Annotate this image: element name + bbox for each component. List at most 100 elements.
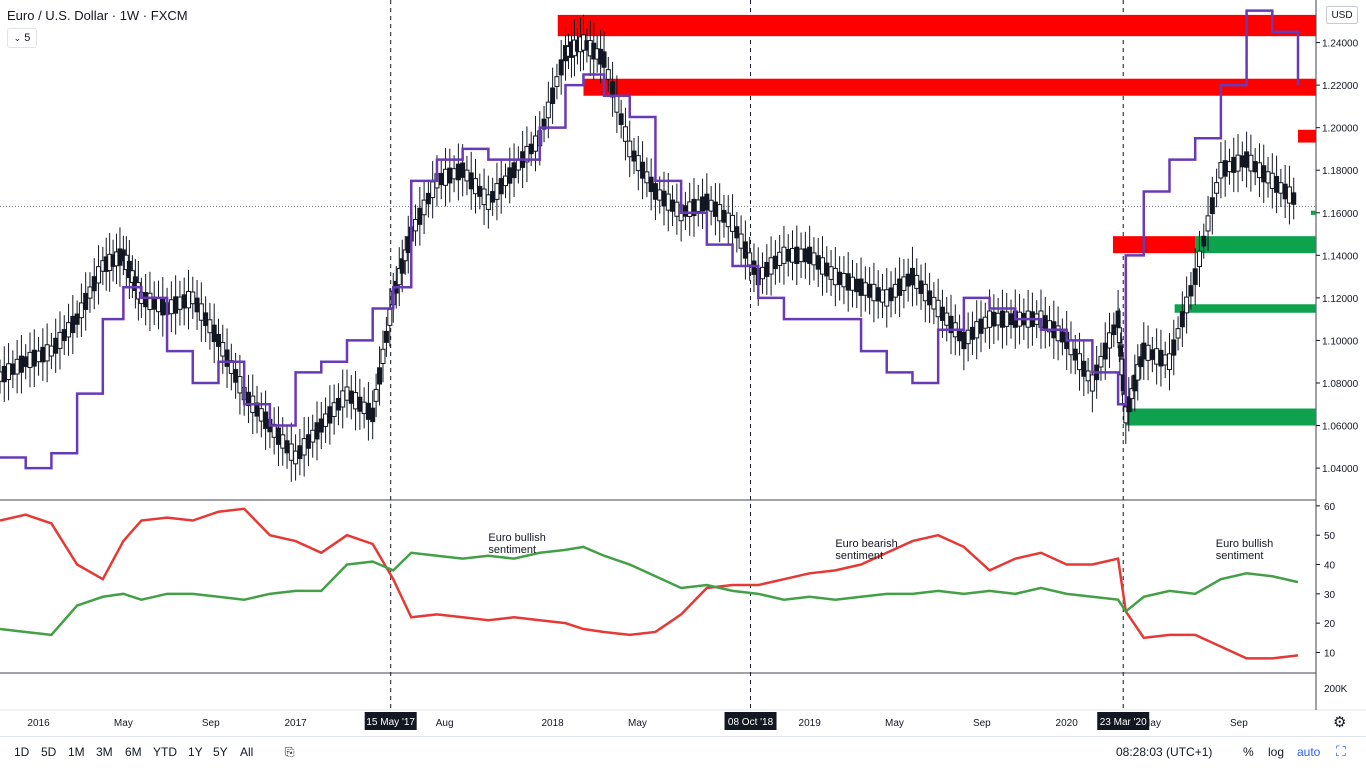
candle-body [1145,344,1151,361]
candle-body [1118,345,1124,357]
candle-body [288,443,294,461]
range-3m-button[interactable]: 3M [96,745,113,759]
candle-body [1077,353,1083,371]
candle-body [721,209,727,223]
candle-body [460,162,466,178]
range-1y-button[interactable]: 1Y [188,745,203,759]
chart-title: Euro / U.S. Dollar · 1W · FXCM [7,8,188,23]
candle-body [502,175,508,187]
candle-body [1059,331,1065,343]
candle-body [708,199,714,212]
candle-body [168,299,174,315]
range-5d-button[interactable]: 5D [41,745,57,759]
candle-body [648,176,654,193]
candle-body [1004,311,1010,327]
auto-toggle[interactable]: auto [1297,745,1321,759]
range-1d-button[interactable]: 1D [14,745,30,759]
candle-body [1085,370,1091,382]
candle-body [1261,165,1267,183]
candle-body [734,226,740,239]
candle-body [1196,250,1202,268]
candle-body [828,266,834,280]
candle-body [473,178,479,195]
range-all-button[interactable]: All [240,745,254,759]
candle-body [614,95,620,113]
candle-body [1274,175,1280,193]
candle-body [211,324,217,343]
time-axis-label: 2017 [284,718,307,729]
range-1m-button[interactable]: 1M [68,745,85,759]
candle-body [695,199,701,212]
percent-toggle[interactable]: % [1243,745,1254,759]
log-toggle[interactable]: log [1268,745,1285,759]
candle-body [815,255,821,270]
candle-body [293,450,299,465]
range-6m-button[interactable]: 6M [125,745,142,759]
candle-body [875,287,881,302]
candle-body [1244,151,1250,168]
sentiment-series-line [0,545,1299,637]
support-zone [1174,304,1316,313]
candle-body [661,190,667,207]
highlighted-date-badge [1097,712,1150,730]
candle-body [143,292,149,308]
resistance-zone [1112,236,1196,254]
candle-body [790,247,796,263]
price-tick-label: 1.24000 [1322,39,1359,50]
candle-body [931,296,937,310]
time-axis-label: Sep [1230,718,1248,729]
currency-badge[interactable]: USD [1326,6,1358,24]
interval-dropdown[interactable]: ⌄ 5 [7,28,37,48]
price-tick-label: 1.04000 [1322,464,1359,475]
sentiment-tick-label: 10 [1324,648,1336,659]
candle-body [922,283,928,302]
candle-body [87,286,93,299]
chart-canvas[interactable]: 1.04000 1.06000 1.08000 1.10000 1.12000 1.140… [0,0,1366,736]
candle-body [399,258,405,274]
time-axis-label: 2016 [27,718,50,729]
price-tick-label: 1.08000 [1322,379,1359,390]
gear-icon[interactable]: ⚙ [1333,714,1347,731]
price-tick-label: 1.14000 [1322,251,1359,262]
candle-body [1042,315,1048,331]
candle-body [14,358,20,375]
candle-body [61,329,67,342]
sentiment-annotation: Euro bullish [488,532,545,544]
time-axis-label: Sep [202,718,220,729]
candle-body [837,271,843,285]
candle-body [717,204,723,222]
candle-body [961,331,967,350]
resistance-zone [557,14,1316,37]
candle-body [1115,310,1121,328]
date-range-icon[interactable]: ⎘ [285,745,295,759]
candle-body [147,292,153,311]
candle-body [275,427,281,445]
candle-body [36,350,42,363]
time-axis-label: 2020 [1056,718,1079,729]
candle-body [627,140,633,158]
range-ytd-button[interactable]: YTD [153,745,177,759]
candle-body [854,278,860,293]
candle-body [74,313,80,325]
candle-body [485,194,491,210]
candle-body [777,251,783,266]
sentiment-tick-label: 30 [1324,590,1336,601]
candle-body [365,402,371,420]
clock-readout[interactable]: 08:28:03 (UTC+1) [1116,745,1213,759]
time-axis-label: Aug [436,718,454,729]
time-axis-label: May [628,718,647,729]
fullscreen-icon[interactable]: ⛶ [1336,743,1346,759]
range-5y-button[interactable]: 5Y [213,745,228,759]
candle-body [511,162,517,179]
candle-body [798,248,804,263]
candle-body [396,268,402,286]
candle-body [640,161,646,179]
candle-body [532,135,538,152]
candle-body [443,168,449,186]
candle-body [704,193,710,211]
candle-body [156,297,162,313]
candle-body [1072,348,1078,361]
candle-body [657,189,663,201]
candle-body [220,342,226,357]
